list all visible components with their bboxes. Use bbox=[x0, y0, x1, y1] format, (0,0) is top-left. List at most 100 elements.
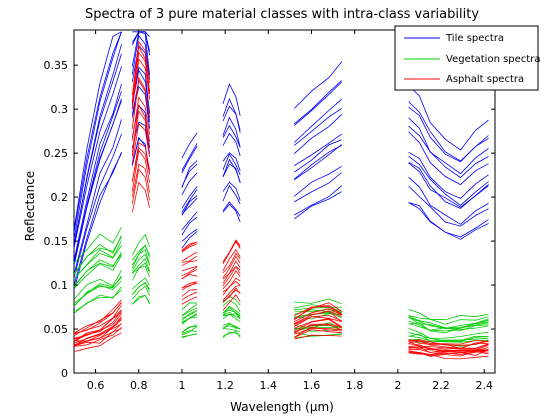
x-axis-ticks: 0.6 0.8 1 1.2 1.4 1.6 1.8 2 2.2 2.4 bbox=[87, 30, 493, 392]
x-tick-label: 0.8 bbox=[130, 379, 148, 392]
spectrum-line bbox=[408, 339, 489, 349]
spectrum-line bbox=[181, 255, 198, 263]
spectrum-line bbox=[408, 125, 489, 179]
x-tick-label: 1.6 bbox=[303, 379, 321, 392]
spectrum-line bbox=[132, 294, 150, 305]
spectrum-line bbox=[181, 310, 198, 319]
y-tick-label: 0.35 bbox=[44, 59, 69, 72]
spectrum-line bbox=[222, 201, 241, 217]
spectrum-line bbox=[73, 66, 122, 249]
spectrum-line bbox=[408, 352, 489, 360]
spectrum-line bbox=[73, 133, 122, 278]
spectrum-line bbox=[181, 333, 198, 339]
spectrum-line bbox=[73, 327, 122, 347]
spectrum-line bbox=[181, 211, 198, 231]
spectrum-line bbox=[131, 233, 150, 256]
spectrum-line bbox=[222, 153, 241, 176]
spectrum-line bbox=[131, 142, 150, 182]
spectrum-line bbox=[294, 315, 342, 327]
spectrum-line bbox=[222, 158, 241, 183]
spectrum-line bbox=[408, 349, 489, 356]
series-layer bbox=[73, 31, 489, 360]
spectrum-line bbox=[294, 304, 342, 316]
spectrum-line bbox=[222, 248, 241, 271]
x-tick-label: 2 bbox=[394, 379, 401, 392]
spectrum-line bbox=[181, 310, 198, 321]
spectrum-line bbox=[181, 281, 198, 288]
spectrum-line bbox=[222, 132, 241, 157]
spectrum-line bbox=[222, 300, 241, 313]
spectrum-line bbox=[222, 83, 241, 116]
spectrum-line bbox=[73, 31, 122, 240]
x-tick-label: 1.8 bbox=[346, 379, 364, 392]
series-tile-spectra bbox=[73, 31, 489, 291]
series-asphalt-spectra bbox=[73, 40, 489, 360]
spectrum-line bbox=[181, 160, 198, 188]
spectrum-line bbox=[222, 240, 241, 265]
spectrum-line bbox=[293, 145, 342, 180]
spectrum-line bbox=[222, 124, 241, 148]
spectrum-line bbox=[408, 328, 489, 339]
spectrum-line bbox=[131, 58, 150, 110]
spectrum-line bbox=[181, 289, 198, 297]
spectrum-line bbox=[181, 241, 198, 252]
spectrum-line bbox=[181, 314, 198, 325]
spectrum-line bbox=[73, 91, 122, 263]
spectrum-line bbox=[408, 202, 489, 240]
spectrum-line bbox=[181, 228, 198, 242]
spectrum-line bbox=[293, 80, 342, 125]
spectrum-line bbox=[181, 145, 198, 174]
spectrum-line bbox=[181, 324, 198, 333]
spectrum-line bbox=[181, 186, 198, 209]
spectrum-line bbox=[73, 309, 122, 342]
spectrum-line bbox=[131, 40, 150, 96]
spectrum-line bbox=[408, 151, 489, 199]
spectrum-line bbox=[222, 163, 241, 184]
spectrum-line bbox=[131, 76, 150, 130]
spectrum-line bbox=[294, 329, 342, 338]
spectrum-line bbox=[408, 339, 489, 345]
spectrum-line bbox=[293, 144, 342, 181]
spectrum-line bbox=[294, 334, 342, 340]
spectrum-line bbox=[131, 181, 150, 213]
spectrum-line bbox=[181, 312, 198, 324]
x-tick-label: 2.2 bbox=[432, 379, 450, 392]
spectrum-line bbox=[222, 184, 241, 205]
spectrum-line bbox=[408, 322, 489, 334]
spectrum-line bbox=[222, 287, 241, 302]
spectrum-line bbox=[73, 332, 122, 352]
spectrum-line bbox=[73, 299, 122, 334]
spectrum-line bbox=[131, 147, 150, 182]
spectrum-line bbox=[73, 302, 122, 334]
spectrum-line bbox=[73, 44, 122, 247]
x-axis-title: Wavelength (µm) bbox=[230, 400, 334, 414]
spectrum-line bbox=[222, 313, 241, 323]
y-axis-title: Reflectance bbox=[23, 171, 37, 241]
spectrum-line bbox=[294, 298, 342, 304]
spectrum-line bbox=[131, 34, 150, 80]
spectrum-line bbox=[222, 105, 241, 133]
y-tick-label: 0.25 bbox=[44, 147, 69, 160]
y-tick-label: 0.2 bbox=[51, 191, 69, 204]
spectrum-line bbox=[293, 139, 342, 173]
spectrum-line bbox=[131, 244, 150, 266]
spectrum-line bbox=[294, 318, 342, 329]
spectrum-line bbox=[181, 172, 198, 196]
spectrum-line bbox=[73, 240, 122, 280]
spectrum-line bbox=[73, 83, 122, 261]
spectrum-line bbox=[408, 117, 489, 175]
spectrum-line bbox=[293, 172, 342, 203]
spectrum-line bbox=[181, 216, 198, 236]
spectrum-line bbox=[181, 307, 198, 317]
spectrum-line bbox=[222, 116, 241, 148]
spectrum-line bbox=[73, 270, 122, 300]
spectrum-line bbox=[73, 235, 122, 275]
x-tick-label: 1.2 bbox=[216, 379, 234, 392]
spectrum-line bbox=[73, 251, 122, 288]
spectrum-line bbox=[222, 255, 241, 278]
spectrum-line bbox=[293, 133, 342, 166]
spectrum-line bbox=[293, 108, 342, 146]
spectrum-line bbox=[222, 252, 241, 274]
spectrum-line bbox=[131, 244, 150, 261]
